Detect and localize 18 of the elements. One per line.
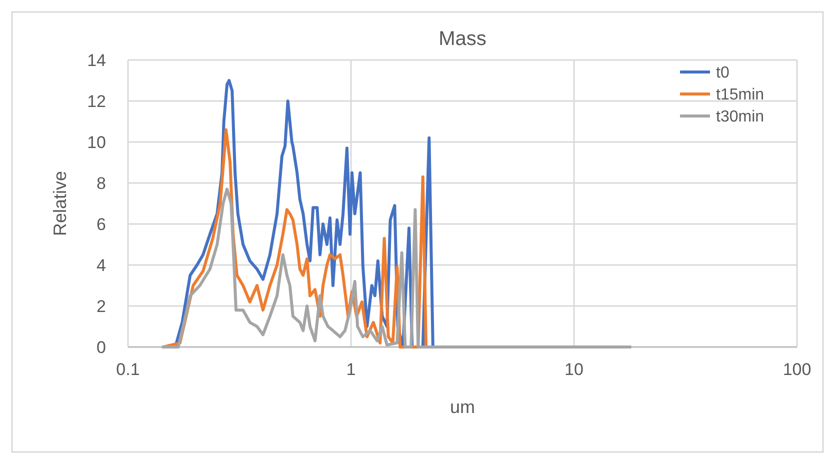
y-tick-label: 0	[96, 338, 106, 357]
chart-title: Mass	[438, 28, 486, 50]
y-tick-label: 8	[96, 174, 106, 193]
x-tick-label: 0.1	[116, 360, 140, 379]
x-tick-label: 1	[346, 360, 356, 379]
y-tick-label: 6	[96, 214, 106, 234]
x-axis-title: um	[450, 397, 476, 417]
legend-label: t15min	[716, 86, 764, 104]
y-tick-label: 4	[96, 256, 106, 275]
y-tick-label: 2	[96, 296, 106, 316]
y-tick-label: 10	[87, 132, 106, 152]
x-tick-label: 100	[782, 360, 812, 379]
y-tick-label: 14	[87, 50, 106, 70]
legend-label: t30min	[716, 108, 764, 126]
y-axis-title: Relative	[50, 170, 70, 236]
x-tick-label: 10	[564, 360, 584, 379]
legend-label: t0	[716, 64, 730, 82]
y-tick-label: 12	[87, 92, 106, 111]
